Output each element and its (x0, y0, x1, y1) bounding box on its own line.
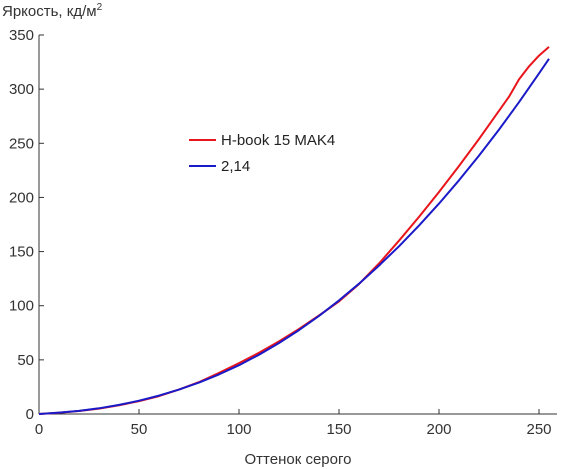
y-axis-title: Яркость, кд/м2 (2, 2, 103, 20)
y-tick-label: 0 (26, 406, 34, 423)
x-tick-label: 100 (226, 421, 251, 438)
x-tick-label: 150 (326, 421, 351, 438)
y-axis-title-superscript: 2 (97, 2, 103, 13)
plot-area (38, 35, 557, 415)
x-ticks: 0 50 100 150 200 250 (35, 409, 552, 438)
y-tick-label: 350 (9, 27, 34, 44)
x-tick-label: 0 (35, 421, 43, 438)
y-ticks: 0 50 100 150 200 250 300 350 (9, 27, 44, 423)
y-tick-label: 100 (9, 298, 34, 315)
y-tick-label: 200 (9, 189, 34, 206)
x-axis-title: Оттенок серого (245, 451, 352, 468)
y-tick-label: 300 (9, 81, 34, 98)
legend: H-book 15 MAK4 2,14 (189, 132, 335, 175)
y-tick-label: 50 (17, 352, 34, 369)
x-tick-label: 200 (426, 421, 451, 438)
y-axis-title-main: Яркость, кд/м (2, 3, 97, 20)
x-tick-label: 250 (526, 421, 551, 438)
legend-label-gamma: 2,14 (221, 158, 250, 175)
series-layer (38, 46, 550, 415)
y-tick-label: 150 (9, 244, 34, 261)
x-tick-label: 50 (131, 421, 148, 438)
legend-label-h-book: H-book 15 MAK4 (221, 132, 335, 149)
series-line-h-book (38, 46, 550, 415)
y-tick-label: 250 (9, 135, 34, 152)
series-line-gamma (38, 58, 550, 415)
